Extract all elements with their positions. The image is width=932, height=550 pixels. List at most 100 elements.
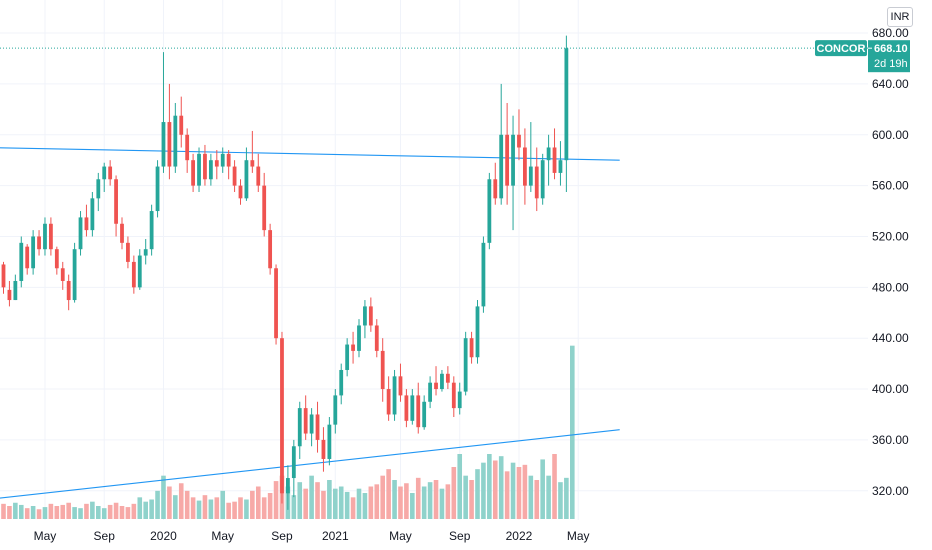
candle-body bbox=[214, 160, 219, 167]
candle-body bbox=[37, 236, 41, 250]
volume-bar bbox=[333, 488, 338, 519]
candle bbox=[517, 109, 521, 161]
candle bbox=[60, 261, 65, 290]
volume-bar bbox=[72, 507, 77, 519]
candle bbox=[31, 230, 36, 275]
price-tick-label: 320.00 bbox=[872, 484, 909, 498]
time-tick-label: May bbox=[567, 529, 590, 543]
candle bbox=[232, 160, 237, 192]
price-axis-background[interactable] bbox=[868, 0, 932, 520]
candle bbox=[416, 382, 421, 434]
candle bbox=[339, 363, 344, 405]
volume-bar bbox=[469, 480, 474, 519]
volume-bar bbox=[516, 467, 522, 519]
candle-body bbox=[540, 160, 545, 199]
candle-body bbox=[374, 325, 379, 351]
volume-bar bbox=[261, 497, 267, 519]
price-tick-label: 480.00 bbox=[872, 280, 909, 294]
candle-body bbox=[523, 147, 527, 186]
candle-body bbox=[161, 122, 166, 167]
candle bbox=[214, 150, 219, 180]
volume-bar bbox=[190, 497, 196, 519]
candle bbox=[137, 249, 142, 290]
candle-body bbox=[238, 185, 243, 199]
candle bbox=[54, 246, 59, 275]
candle-body bbox=[475, 306, 480, 358]
candle bbox=[108, 160, 113, 186]
volume-bar bbox=[66, 502, 71, 519]
volume-bar bbox=[267, 493, 273, 519]
candle bbox=[368, 297, 373, 332]
candle-body bbox=[179, 115, 184, 135]
volume-bar bbox=[570, 345, 575, 519]
candle bbox=[102, 162, 107, 192]
volume-bar bbox=[48, 503, 54, 519]
candle bbox=[297, 401, 302, 459]
candle-body bbox=[357, 325, 361, 351]
candle bbox=[321, 427, 326, 472]
candle bbox=[126, 236, 130, 269]
volume-bar bbox=[137, 497, 143, 519]
volume-bar bbox=[487, 454, 492, 519]
volume-bar bbox=[214, 497, 220, 519]
volume-bar bbox=[60, 504, 66, 519]
candle-body bbox=[392, 376, 397, 415]
volume-bar bbox=[534, 480, 540, 519]
candle-body bbox=[13, 280, 18, 301]
candle bbox=[185, 128, 190, 173]
candle-body bbox=[445, 373, 450, 383]
candle bbox=[380, 338, 385, 402]
candle bbox=[250, 130, 255, 173]
candle-body bbox=[380, 350, 385, 390]
candle bbox=[309, 408, 314, 447]
candle-body bbox=[72, 249, 77, 301]
candle-body bbox=[54, 249, 59, 269]
candle bbox=[523, 128, 527, 205]
candle bbox=[268, 223, 273, 275]
volume-bar bbox=[362, 493, 368, 519]
trendline[interactable] bbox=[0, 429, 620, 500]
currency-button[interactable]: INR bbox=[887, 7, 913, 27]
volume-bar bbox=[457, 454, 463, 519]
time-axis-background[interactable] bbox=[0, 520, 868, 550]
volume-bar bbox=[552, 454, 557, 519]
last-price-label: CONCOR 668.10 2d 19h bbox=[815, 40, 910, 73]
candle bbox=[540, 153, 545, 205]
volume-bar bbox=[143, 501, 148, 519]
price-tick-label: 360.00 bbox=[872, 433, 909, 447]
volume-bar bbox=[36, 509, 42, 519]
price-tick-label: 400.00 bbox=[872, 382, 909, 396]
candle-body bbox=[66, 280, 71, 301]
volume-bar bbox=[427, 482, 433, 519]
last-price-value: 668.10 bbox=[874, 43, 908, 55]
candle bbox=[43, 217, 47, 256]
candle-body bbox=[149, 211, 154, 250]
candle-body bbox=[493, 179, 498, 199]
candle-body bbox=[499, 134, 504, 199]
volume-bar bbox=[392, 480, 397, 519]
candle bbox=[475, 300, 480, 364]
volume-bar bbox=[338, 486, 344, 519]
candle bbox=[120, 217, 124, 250]
candle bbox=[463, 331, 468, 396]
volume-bar bbox=[564, 477, 569, 519]
volume-bar bbox=[540, 459, 545, 519]
candle bbox=[203, 144, 207, 186]
candle bbox=[351, 331, 355, 364]
candle-body bbox=[339, 369, 344, 396]
volume-bar bbox=[481, 462, 486, 519]
candle-body bbox=[31, 236, 36, 269]
candle-body bbox=[155, 166, 160, 212]
candle-body bbox=[487, 179, 492, 243]
volume-bar bbox=[273, 481, 279, 519]
candle bbox=[528, 122, 533, 192]
time-tick-label: Sep bbox=[449, 529, 471, 543]
volume-bar bbox=[498, 456, 504, 519]
candles bbox=[1, 35, 569, 510]
candle bbox=[280, 331, 284, 504]
volume-bar bbox=[368, 486, 374, 519]
volume-bar bbox=[255, 486, 261, 519]
candle-body bbox=[126, 242, 130, 262]
volume-bar bbox=[504, 471, 510, 519]
